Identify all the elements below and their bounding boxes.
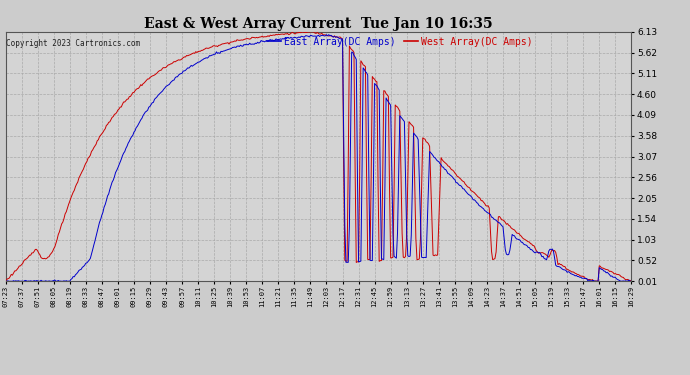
Legend: East Array(DC Amps), West Array(DC Amps): East Array(DC Amps), West Array(DC Amps) [267,37,533,47]
Title: East & West Array Current  Tue Jan 10 16:35: East & West Array Current Tue Jan 10 16:… [144,17,493,31]
Text: Copyright 2023 Cartronics.com: Copyright 2023 Cartronics.com [6,39,140,48]
